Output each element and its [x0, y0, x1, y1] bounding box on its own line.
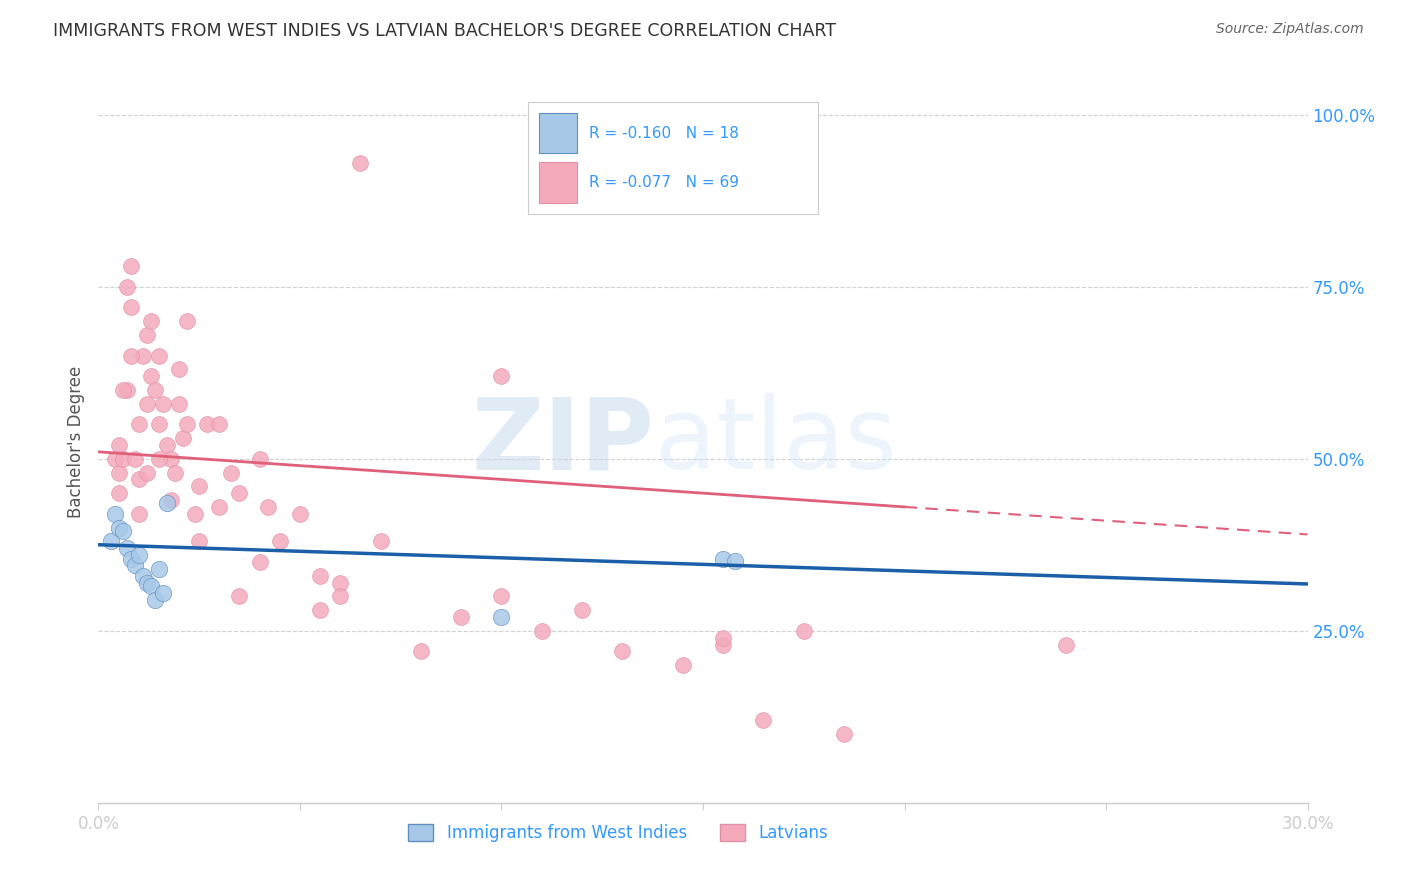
Point	[111, 451, 134, 466]
Point	[128, 507, 150, 521]
Point	[156, 438, 179, 452]
Point	[128, 548, 150, 562]
Point	[120, 349, 142, 363]
Point	[167, 362, 190, 376]
Point	[269, 534, 291, 549]
Point	[491, 369, 513, 384]
Point	[107, 486, 129, 500]
Point	[188, 534, 211, 549]
Point	[793, 624, 815, 638]
Point	[249, 451, 271, 466]
Text: IMMIGRANTS FROM WEST INDIES VS LATVIAN BACHELOR'S DEGREE CORRELATION CHART: IMMIGRANTS FROM WEST INDIES VS LATVIAN B…	[53, 22, 837, 40]
Point	[120, 551, 142, 566]
Point	[111, 383, 134, 397]
Point	[128, 417, 150, 432]
Point	[228, 486, 250, 500]
Point	[176, 314, 198, 328]
Legend: Immigrants from West Indies, Latvians: Immigrants from West Indies, Latvians	[402, 817, 835, 848]
Point	[107, 438, 129, 452]
Text: atlas: atlas	[655, 393, 896, 490]
Point	[160, 493, 183, 508]
Point	[148, 562, 170, 576]
Point	[132, 568, 155, 582]
Point	[221, 466, 243, 480]
Point	[139, 314, 162, 328]
Point	[329, 575, 352, 590]
Point	[752, 713, 775, 727]
Point	[163, 466, 186, 480]
Point	[172, 431, 194, 445]
Point	[139, 369, 162, 384]
Point	[188, 479, 211, 493]
Point	[120, 259, 142, 273]
Point	[135, 575, 157, 590]
Point	[571, 603, 593, 617]
Point	[832, 727, 855, 741]
Point	[309, 568, 332, 582]
Point	[184, 507, 207, 521]
Point	[724, 553, 747, 567]
Point	[107, 466, 129, 480]
Point	[139, 579, 162, 593]
Point	[711, 631, 734, 645]
Point	[120, 301, 142, 315]
Point	[156, 496, 179, 510]
Point	[148, 417, 170, 432]
Point	[491, 610, 513, 624]
Point	[176, 417, 198, 432]
Point	[711, 551, 734, 566]
Point	[711, 638, 734, 652]
Point	[450, 610, 472, 624]
Point	[152, 397, 174, 411]
Point	[329, 590, 352, 604]
Point	[115, 279, 138, 293]
Point	[124, 558, 146, 573]
Point	[249, 555, 271, 569]
Point	[135, 397, 157, 411]
Point	[370, 534, 392, 549]
Point	[288, 507, 311, 521]
Point	[115, 383, 138, 397]
Point	[1054, 638, 1077, 652]
Point	[160, 451, 183, 466]
Point	[107, 520, 129, 534]
Point	[111, 524, 134, 538]
Point	[148, 349, 170, 363]
Point	[143, 383, 166, 397]
Point	[228, 590, 250, 604]
Point	[409, 644, 432, 658]
Point	[530, 624, 553, 638]
Point	[103, 507, 125, 521]
Point	[100, 534, 122, 549]
Point	[135, 466, 157, 480]
Point	[148, 451, 170, 466]
Point	[103, 451, 125, 466]
Point	[124, 451, 146, 466]
Point	[672, 658, 695, 673]
Text: ZIP: ZIP	[472, 393, 655, 490]
Point	[309, 603, 332, 617]
Point	[167, 397, 190, 411]
Text: Source: ZipAtlas.com: Source: ZipAtlas.com	[1216, 22, 1364, 37]
Point	[115, 541, 138, 556]
Point	[132, 349, 155, 363]
Point	[195, 417, 218, 432]
Point	[152, 586, 174, 600]
Point	[612, 644, 634, 658]
Point	[349, 156, 371, 170]
Point	[491, 590, 513, 604]
Point	[208, 417, 231, 432]
Point	[135, 327, 157, 342]
Y-axis label: Bachelor's Degree: Bachelor's Degree	[66, 366, 84, 517]
Point	[256, 500, 278, 514]
Point	[143, 592, 166, 607]
Point	[208, 500, 231, 514]
Point	[128, 472, 150, 486]
